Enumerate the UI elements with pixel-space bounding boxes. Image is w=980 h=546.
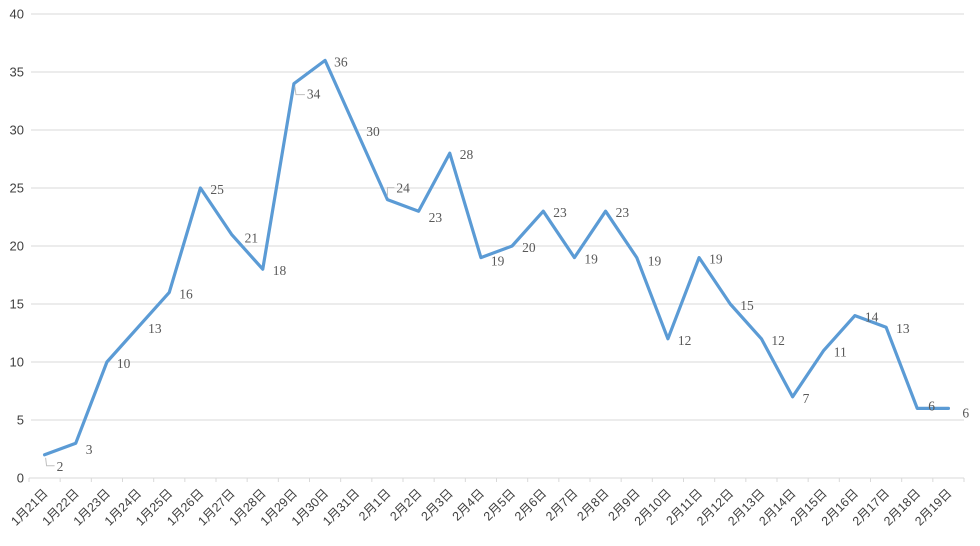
data-point-label: 34 bbox=[307, 87, 321, 102]
data-point-label: 16 bbox=[179, 286, 193, 301]
y-axis-tick-label: 5 bbox=[17, 413, 24, 428]
data-point-label: 14 bbox=[865, 310, 879, 325]
data-point-label: 28 bbox=[460, 147, 474, 162]
x-axis-tick-label: 2月8日 bbox=[574, 486, 611, 523]
data-point-label: 25 bbox=[210, 182, 224, 197]
data-point-label: 12 bbox=[771, 333, 785, 348]
data-point-label: 10 bbox=[117, 356, 131, 371]
data-point-label: 20 bbox=[522, 240, 536, 255]
data-point-label: 19 bbox=[709, 252, 723, 267]
data-point-label: 6 bbox=[962, 405, 969, 420]
data-point-label: 15 bbox=[740, 298, 754, 313]
data-label-leader-line bbox=[294, 86, 305, 96]
data-point-label: 2 bbox=[57, 459, 64, 474]
data-point-label: 19 bbox=[648, 254, 662, 269]
data-point-label: 30 bbox=[366, 124, 380, 139]
x-axis-tick-label: 2月5日 bbox=[481, 486, 518, 523]
x-axis-tick-label: 2月3日 bbox=[418, 486, 455, 523]
x-axis-tick-label: 2月6日 bbox=[512, 486, 549, 523]
y-axis-tick-label: 15 bbox=[10, 297, 24, 312]
data-label-leader-line bbox=[45, 457, 55, 467]
data-labels-group: 2310131625211834363024232819202319231912… bbox=[45, 54, 969, 474]
data-point-label: 6 bbox=[928, 398, 935, 413]
data-point-label: 23 bbox=[553, 205, 567, 220]
x-axis-tick-label: 2月4日 bbox=[450, 486, 487, 523]
y-axis-tick-label: 35 bbox=[10, 65, 24, 80]
data-point-label: 21 bbox=[245, 230, 258, 245]
data-point-label: 23 bbox=[616, 205, 630, 220]
data-point-label: 18 bbox=[273, 263, 287, 278]
data-point-label: 12 bbox=[678, 333, 692, 348]
y-axis-tick-label: 0 bbox=[17, 471, 24, 486]
data-point-label: 36 bbox=[334, 54, 348, 69]
data-point-label: 19 bbox=[491, 254, 505, 269]
data-point-label: 13 bbox=[896, 321, 910, 336]
x-axis-tick-label: 2月2日 bbox=[387, 486, 424, 523]
gridlines-group bbox=[31, 13, 964, 479]
data-label-leader-line bbox=[386, 187, 395, 197]
data-point-label: 24 bbox=[396, 181, 410, 196]
x-axis-tick-label: 2月1日 bbox=[356, 486, 393, 523]
data-point-label: 23 bbox=[429, 210, 443, 225]
y-axis-tick-label: 10 bbox=[10, 355, 24, 370]
data-point-label: 7 bbox=[803, 391, 810, 406]
data-point-label: 19 bbox=[584, 252, 598, 267]
data-point-label: 3 bbox=[86, 442, 93, 457]
y-axis-tick-label: 25 bbox=[10, 181, 24, 196]
data-point-label: 13 bbox=[148, 321, 162, 336]
data-series-line bbox=[42, 58, 951, 457]
y-axis-tick-label: 40 bbox=[10, 7, 24, 22]
y-axis-tick-label: 30 bbox=[10, 123, 24, 138]
series-group bbox=[42, 58, 951, 457]
axes-group: 05101520253035401月21日1月22日1月23日1月24日1月25… bbox=[8, 7, 965, 529]
data-point-label: 11 bbox=[834, 344, 847, 359]
x-axis-tick-label: 2月7日 bbox=[543, 486, 580, 523]
y-axis-tick-label: 20 bbox=[10, 239, 24, 254]
